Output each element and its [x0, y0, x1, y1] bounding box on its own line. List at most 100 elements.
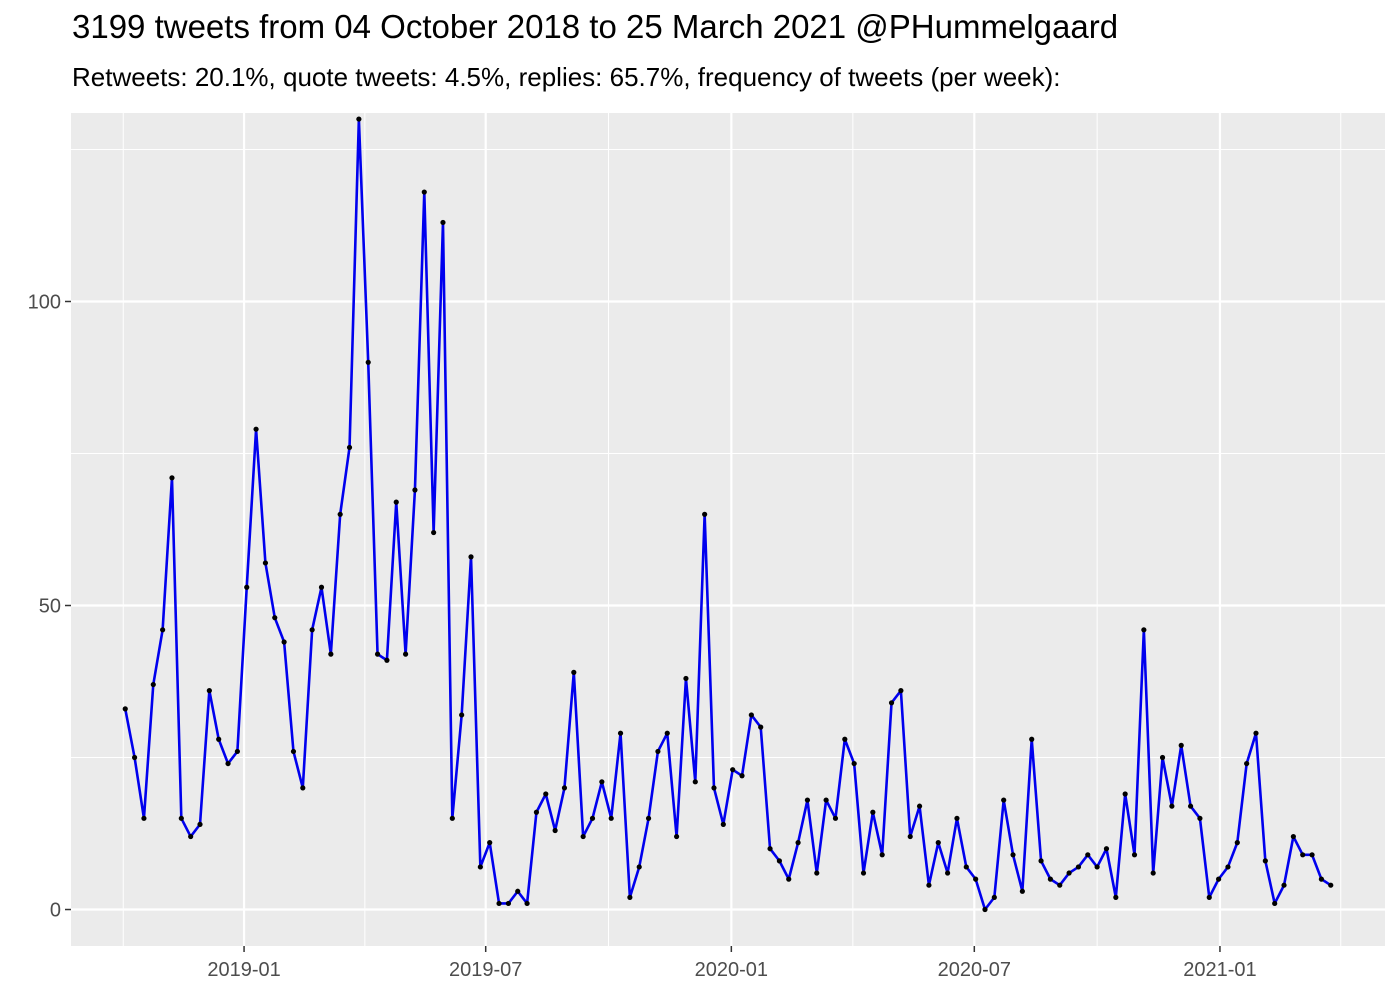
data-point	[935, 840, 941, 846]
data-point	[234, 748, 240, 755]
data-point	[758, 724, 764, 730]
data-point	[374, 651, 381, 657]
data-point	[963, 864, 969, 870]
data-point	[627, 894, 633, 900]
data-point	[421, 189, 427, 195]
data-point	[982, 906, 988, 913]
data-point	[1281, 882, 1287, 888]
data-point	[122, 706, 128, 712]
data-point	[879, 852, 885, 858]
data-point	[814, 870, 820, 876]
data-point	[290, 748, 297, 755]
data-point	[552, 827, 558, 834]
data-point	[225, 760, 231, 767]
data-point	[1216, 876, 1222, 882]
data-point	[692, 779, 698, 785]
data-point	[1150, 870, 1156, 876]
data-point	[1159, 754, 1166, 761]
chart-title: 3199 tweets from 04 October 2018 to 25 M…	[72, 8, 1119, 45]
data-point	[1318, 876, 1325, 882]
data-point	[1328, 882, 1334, 888]
data-point	[412, 487, 418, 493]
data-point	[954, 815, 960, 821]
data-point	[907, 833, 913, 840]
data-point	[262, 560, 269, 566]
data-point	[1057, 882, 1063, 888]
data-point	[141, 815, 147, 821]
data-point	[533, 809, 540, 815]
data-point	[1234, 840, 1240, 846]
data-point	[973, 876, 979, 882]
data-point	[1122, 791, 1128, 797]
data-point	[1309, 852, 1315, 858]
data-point	[664, 730, 670, 736]
data-point	[888, 700, 895, 706]
x-tick-label: 2020-01	[695, 959, 768, 981]
data-point	[767, 846, 773, 852]
data-point	[1272, 900, 1278, 907]
panel-background	[71, 113, 1385, 946]
y-tick-label: 100	[28, 291, 61, 313]
data-point	[440, 219, 446, 226]
data-point	[617, 730, 624, 736]
data-point	[346, 444, 353, 451]
data-point	[197, 821, 203, 827]
data-point	[645, 815, 652, 821]
data-point	[916, 803, 923, 809]
data-point	[571, 669, 577, 675]
data-point	[402, 651, 409, 657]
data-point	[823, 797, 829, 803]
data-point	[898, 688, 904, 694]
data-point	[1253, 730, 1259, 736]
data-point	[776, 858, 782, 864]
data-point	[487, 840, 493, 846]
data-point	[702, 511, 708, 517]
data-point	[524, 900, 530, 907]
data-point	[1075, 864, 1082, 870]
data-point	[683, 675, 689, 682]
data-point	[300, 785, 306, 791]
data-point	[1178, 742, 1184, 748]
data-point	[1187, 803, 1194, 809]
x-tick-label: 2019-01	[207, 959, 280, 981]
chart-subtitle: Retweets: 20.1%, quote tweets: 4.5%, rep…	[72, 62, 1061, 92]
data-point	[636, 864, 642, 870]
series-line	[123, 117, 1332, 911]
data-point	[674, 833, 680, 840]
data-point	[851, 760, 857, 767]
data-point	[860, 870, 867, 876]
data-point	[1066, 870, 1072, 876]
data-point	[356, 116, 362, 122]
data-point	[515, 888, 521, 894]
data-point	[1244, 760, 1250, 767]
data-point	[318, 584, 325, 590]
data-point	[216, 736, 222, 742]
data-point	[1206, 894, 1212, 900]
data-point	[589, 815, 596, 821]
data-point	[580, 833, 586, 840]
data-point	[309, 627, 315, 633]
x-tick-label: 2019-07	[449, 959, 522, 981]
data-point	[1113, 894, 1119, 900]
data-point	[431, 529, 437, 536]
data-point	[543, 791, 549, 797]
data-point	[1094, 864, 1100, 870]
data-point	[739, 773, 745, 779]
data-point	[1103, 846, 1110, 852]
data-point	[720, 821, 726, 827]
data-point	[1047, 876, 1054, 882]
data-point	[748, 712, 754, 718]
data-point	[468, 554, 474, 560]
data-point	[945, 870, 951, 876]
data-point	[169, 475, 175, 481]
data-point	[505, 900, 511, 907]
data-point	[131, 754, 138, 761]
data-point	[655, 748, 661, 755]
data-point	[1225, 864, 1231, 870]
x-tick-label: 2020-07	[938, 959, 1011, 981]
data-point	[1141, 627, 1147, 633]
data-point	[150, 681, 156, 688]
data-point	[206, 688, 212, 694]
data-point	[1001, 797, 1007, 803]
